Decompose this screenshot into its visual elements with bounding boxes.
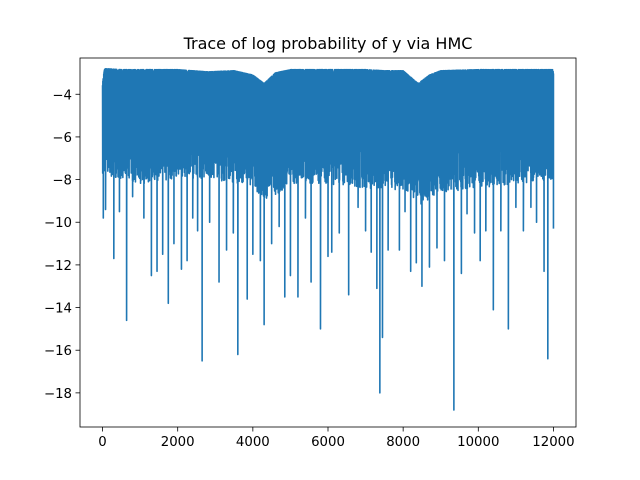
y-tick-label: −14: [44, 302, 72, 317]
x-tick-label: 12000: [532, 435, 574, 450]
x-tick-label: 6000: [311, 435, 345, 450]
y-tick-label: −8: [52, 174, 72, 189]
y-tick-label: −16: [44, 344, 72, 359]
trace-series-line: [101, 67, 555, 411]
y-tick-label: −12: [44, 259, 72, 274]
x-tick-label: 4000: [236, 435, 270, 450]
y-tick-label: −4: [52, 88, 72, 103]
x-tick-label: 0: [98, 435, 106, 450]
y-tick-label: −6: [52, 131, 72, 146]
plot-area: 0 2000 4000 6000 8000 10000 12000 −18 −16 −14 −12 −…: [44, 57, 577, 450]
x-tick-label: 8000: [386, 435, 420, 450]
x-tick-label: 2000: [161, 435, 195, 450]
x-tick-label: 10000: [457, 435, 499, 450]
y-tick-label: −10: [44, 216, 72, 231]
y-tick-label: −18: [44, 387, 72, 402]
chart-title: Trace of log probability of y via HMC: [183, 34, 473, 53]
